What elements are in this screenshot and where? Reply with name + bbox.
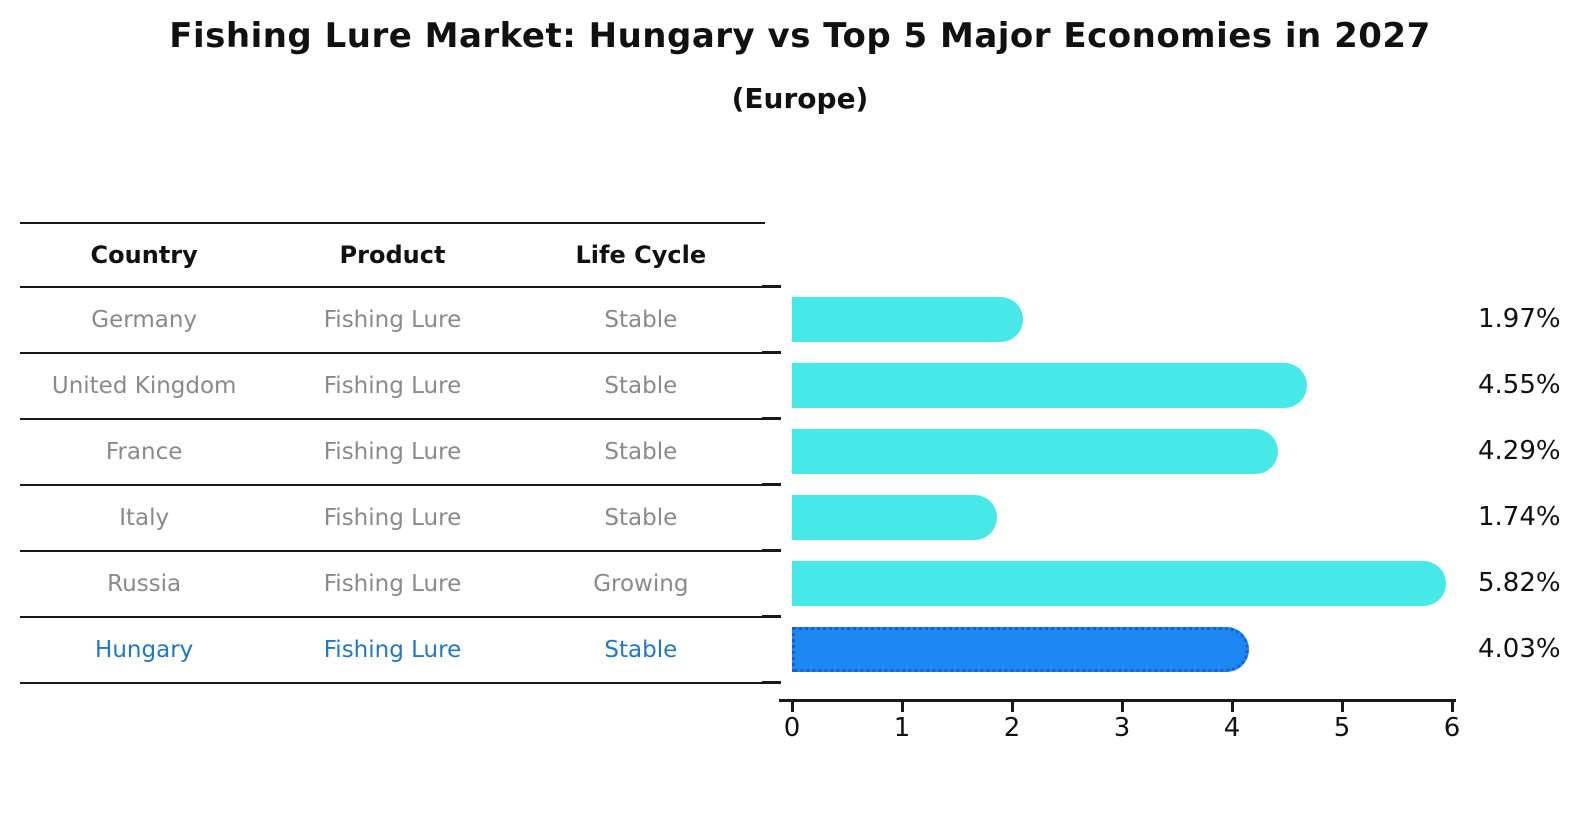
table-cell-life-cycle: Stable: [604, 505, 678, 531]
table-cell-life-cycle: Stable: [604, 373, 678, 399]
column-header-product: Product: [339, 241, 446, 269]
table-cell-product: Fishing Lure: [323, 571, 462, 597]
x-axis-tick: [1451, 702, 1454, 712]
bar-russia: [792, 560, 1447, 606]
table-cell-product: Fishing Lure: [323, 439, 462, 465]
bar-value-label: 1.97%: [1478, 304, 1561, 334]
table-row: Italy Fishing Lure Stable: [20, 486, 765, 552]
x-axis-tick-label: 3: [1113, 713, 1131, 743]
country-table: Country Product Life Cycle Germany Fishin…: [20, 222, 765, 684]
bar-value-label: 4.55%: [1478, 370, 1561, 400]
x-axis-tick: [791, 702, 794, 712]
table-cell-country: Russia: [107, 571, 182, 597]
page-subtitle: (Europe): [731, 82, 869, 115]
bar-value-label: 1.74%: [1478, 502, 1561, 532]
table-row: France Fishing Lure Stable: [20, 420, 765, 486]
table-cell-country: United Kingdom: [51, 373, 237, 399]
table-cell-country: Germany: [91, 307, 198, 333]
table-cell-life-cycle: Growing: [593, 571, 689, 597]
x-axis-tick: [1341, 702, 1344, 712]
table-row: United Kingdom Fishing Lure Stable: [20, 354, 765, 420]
bar-italy: [792, 494, 998, 540]
x-axis-tick-label: 1: [893, 713, 911, 743]
bar-value-label: 5.82%: [1478, 568, 1561, 598]
y-axis-tick: [762, 681, 781, 684]
bar-value-label: 4.29%: [1478, 436, 1561, 466]
table-cell-product: Fishing Lure: [323, 307, 462, 333]
y-axis-tick: [762, 351, 781, 354]
table-row: Russia Fishing Lure Growing: [20, 552, 765, 618]
x-axis-tick: [1121, 702, 1124, 712]
table-cell-product: Fishing Lure: [323, 637, 462, 663]
column-header-life-cycle: Life Cycle: [575, 241, 707, 269]
table-row: Germany Fishing Lure Stable: [20, 288, 765, 354]
y-axis-tick: [762, 285, 781, 288]
x-axis-tick-label: 4: [1223, 713, 1241, 743]
y-axis-tick: [762, 549, 781, 552]
x-axis-tick-label: 5: [1333, 713, 1351, 743]
x-axis-tick-label: 2: [1003, 713, 1021, 743]
table-cell-life-cycle: Stable: [604, 307, 678, 333]
table-cell-country: Italy: [119, 505, 170, 531]
y-axis-tick: [762, 483, 781, 486]
table-cell-country: Hungary: [95, 637, 194, 663]
x-axis-tick-label: 6: [1443, 713, 1461, 743]
x-axis-tick: [1231, 702, 1234, 712]
y-axis-tick: [762, 615, 781, 618]
bar-hungary: [792, 626, 1250, 672]
table-cell-country: France: [105, 439, 183, 465]
table-cell-product: Fishing Lure: [323, 373, 462, 399]
table-cell-life-cycle: Stable: [604, 439, 678, 465]
table-header-row: Country Product Life Cycle: [20, 224, 765, 288]
table-row: Hungary Fishing Lure Stable: [20, 618, 765, 684]
table-body: Germany Fishing Lure Stable United Kingdom F…: [20, 288, 765, 684]
table-cell-life-cycle: Stable: [604, 637, 678, 663]
bar-value-label: 4.03%: [1478, 634, 1561, 664]
x-axis-tick: [901, 702, 904, 712]
x-axis-line: [779, 699, 1456, 702]
table-cell-product: Fishing Lure: [323, 505, 462, 531]
column-header-country: Country: [90, 241, 198, 269]
y-axis-tick: [762, 417, 781, 420]
bar-france: [792, 428, 1278, 474]
bar-united-kingdom: [792, 362, 1307, 408]
page-title: Fishing Lure Market: Hungary vs Top 5 Ma…: [169, 16, 1431, 56]
x-axis-tick: [1011, 702, 1014, 712]
bar-germany: [792, 296, 1023, 342]
x-axis-tick-label: 0: [783, 713, 801, 743]
